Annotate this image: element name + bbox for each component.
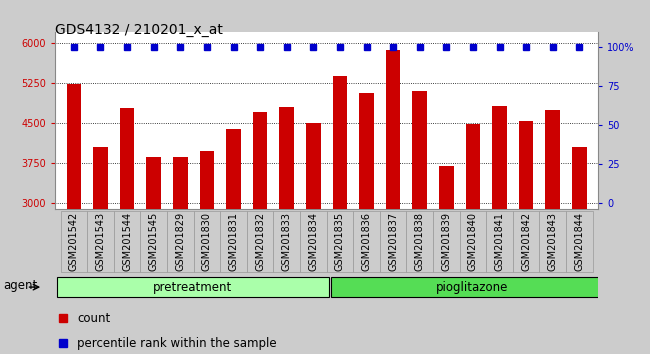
FancyBboxPatch shape <box>57 277 330 297</box>
Bar <box>359 93 374 354</box>
Bar <box>465 124 480 354</box>
Text: GSM201543: GSM201543 <box>96 212 105 271</box>
Text: GSM201843: GSM201843 <box>548 212 558 271</box>
Bar <box>306 123 320 354</box>
Text: GSM201834: GSM201834 <box>308 212 318 271</box>
FancyBboxPatch shape <box>540 211 566 272</box>
Text: GSM201840: GSM201840 <box>468 212 478 271</box>
Text: GSM201832: GSM201832 <box>255 212 265 271</box>
FancyBboxPatch shape <box>274 211 300 272</box>
Bar <box>253 112 267 354</box>
Text: GSM201544: GSM201544 <box>122 212 132 271</box>
Text: pioglitazone: pioglitazone <box>436 281 508 293</box>
Text: GSM201837: GSM201837 <box>388 212 398 271</box>
Text: GSM201842: GSM201842 <box>521 212 531 271</box>
FancyBboxPatch shape <box>300 211 326 272</box>
FancyBboxPatch shape <box>353 211 380 272</box>
Bar <box>93 147 108 354</box>
Text: GSM201829: GSM201829 <box>176 212 185 271</box>
Bar <box>519 121 534 354</box>
Bar <box>146 157 161 354</box>
Text: GSM201838: GSM201838 <box>415 212 424 271</box>
FancyBboxPatch shape <box>486 211 513 272</box>
FancyBboxPatch shape <box>433 211 460 272</box>
Text: GSM201835: GSM201835 <box>335 212 345 271</box>
Bar <box>333 76 347 354</box>
Bar <box>173 157 188 354</box>
Text: GSM201545: GSM201545 <box>149 212 159 271</box>
FancyBboxPatch shape <box>566 211 593 272</box>
Text: GSM201839: GSM201839 <box>441 212 451 271</box>
Text: percentile rank within the sample: percentile rank within the sample <box>77 337 277 350</box>
FancyBboxPatch shape <box>60 211 87 272</box>
FancyBboxPatch shape <box>326 211 353 272</box>
FancyBboxPatch shape <box>87 211 114 272</box>
FancyBboxPatch shape <box>140 211 167 272</box>
FancyBboxPatch shape <box>194 211 220 272</box>
Bar <box>386 50 400 354</box>
Bar <box>120 108 135 354</box>
Bar <box>439 166 454 354</box>
Text: pretreatment: pretreatment <box>153 281 233 293</box>
Bar <box>66 84 81 354</box>
Bar <box>200 151 214 354</box>
Text: GSM201836: GSM201836 <box>361 212 372 271</box>
FancyBboxPatch shape <box>114 211 140 272</box>
FancyBboxPatch shape <box>167 211 194 272</box>
FancyBboxPatch shape <box>406 211 433 272</box>
Bar <box>572 147 587 354</box>
FancyBboxPatch shape <box>460 211 486 272</box>
Text: GSM201831: GSM201831 <box>229 212 239 271</box>
Text: GSM201833: GSM201833 <box>281 212 292 271</box>
Text: GSM201844: GSM201844 <box>575 212 584 271</box>
Text: count: count <box>77 312 111 325</box>
Text: GDS4132 / 210201_x_at: GDS4132 / 210201_x_at <box>55 23 223 37</box>
FancyBboxPatch shape <box>247 211 274 272</box>
Bar <box>545 110 560 354</box>
FancyBboxPatch shape <box>513 211 540 272</box>
Bar <box>280 108 294 354</box>
Text: GSM201542: GSM201542 <box>69 212 79 271</box>
Bar <box>226 130 240 354</box>
FancyBboxPatch shape <box>380 211 406 272</box>
Text: GSM201830: GSM201830 <box>202 212 212 271</box>
Text: agent: agent <box>3 279 37 292</box>
FancyBboxPatch shape <box>220 211 247 272</box>
Bar <box>413 91 427 354</box>
FancyBboxPatch shape <box>331 277 613 297</box>
Text: GSM201841: GSM201841 <box>495 212 504 271</box>
Bar <box>492 106 507 354</box>
